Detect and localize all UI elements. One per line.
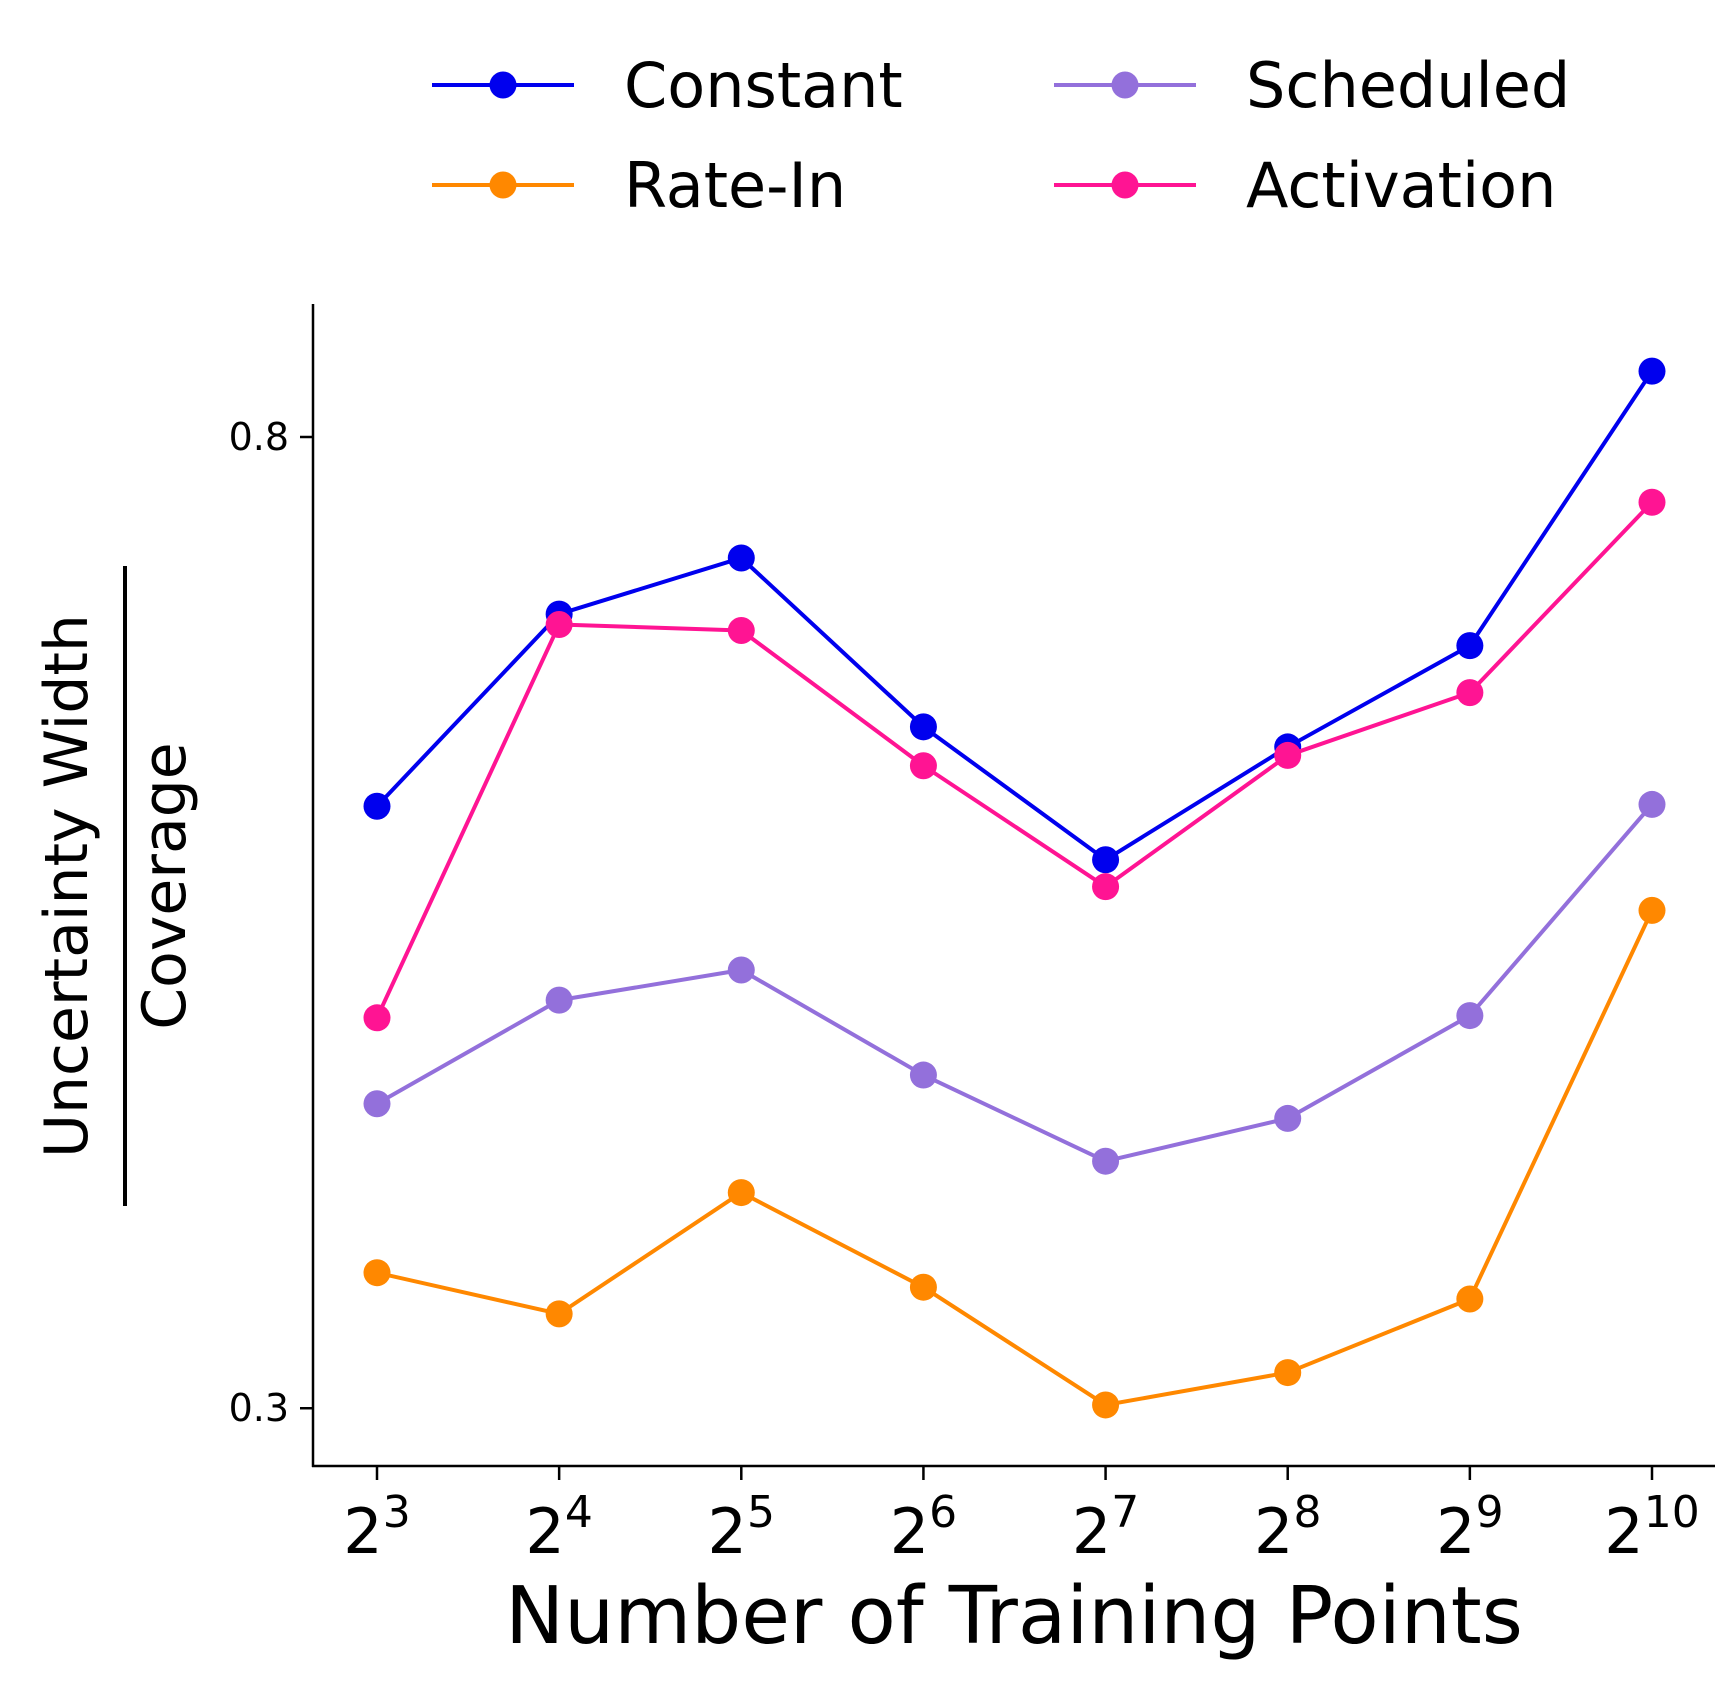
legend-swatch-marker bbox=[1111, 171, 1139, 199]
data-point bbox=[909, 1273, 937, 1301]
x-tick-exponent: 3 bbox=[383, 1487, 411, 1538]
data-point bbox=[1638, 488, 1666, 516]
data-point bbox=[1274, 741, 1302, 769]
x-tick-label: 25 bbox=[708, 1487, 775, 1568]
data-point bbox=[545, 986, 573, 1014]
y-axis-label-numerator: Uncertainty Width bbox=[32, 614, 102, 1158]
data-point bbox=[909, 752, 937, 780]
y-tick-label: 0.8 bbox=[229, 415, 289, 459]
legend-label: Constant bbox=[624, 49, 903, 122]
legend-item-rate-in: Rate-In bbox=[432, 149, 846, 222]
x-tick-base: 2 bbox=[890, 1495, 929, 1568]
data-point bbox=[545, 610, 573, 638]
x-tick-exponent: 6 bbox=[929, 1487, 957, 1538]
legend-swatch-marker bbox=[489, 71, 517, 99]
x-tick-base: 2 bbox=[1604, 1495, 1643, 1568]
x-tick-label: 210 bbox=[1604, 1487, 1699, 1568]
x-tick-exponent: 10 bbox=[1644, 1487, 1700, 1538]
data-point bbox=[1638, 357, 1666, 385]
x-tick-base: 2 bbox=[708, 1495, 747, 1568]
x-tick-exponent: 4 bbox=[565, 1487, 593, 1538]
data-point bbox=[727, 1179, 755, 1207]
series-line bbox=[375, 500, 1654, 1019]
series-line bbox=[376, 803, 1654, 1164]
series-rate-in bbox=[363, 896, 1666, 1419]
data-point bbox=[727, 544, 755, 572]
data-point bbox=[909, 713, 937, 741]
x-tick-base: 2 bbox=[1436, 1495, 1475, 1568]
data-point bbox=[1092, 846, 1120, 874]
x-tick-label: 28 bbox=[1254, 1487, 1321, 1568]
x-tick-exponent: 7 bbox=[1111, 1487, 1139, 1538]
data-point bbox=[1092, 1391, 1120, 1419]
data-point bbox=[1638, 896, 1666, 924]
data-point bbox=[1456, 679, 1484, 707]
series-constant bbox=[363, 357, 1666, 874]
x-tick-label: 26 bbox=[890, 1487, 957, 1568]
x-tick-label: 27 bbox=[1072, 1487, 1139, 1568]
x-tick-base: 2 bbox=[1072, 1495, 1111, 1568]
data-point bbox=[1092, 873, 1120, 901]
legend-label: Scheduled bbox=[1246, 49, 1570, 122]
legend-swatch-marker bbox=[489, 171, 517, 199]
x-tick-base: 2 bbox=[1254, 1495, 1293, 1568]
series-layer bbox=[363, 357, 1666, 1419]
x-tick-base: 2 bbox=[343, 1495, 382, 1568]
data-point bbox=[1638, 790, 1666, 818]
data-point bbox=[1456, 1002, 1484, 1030]
data-point bbox=[1274, 1359, 1302, 1387]
series-scheduled bbox=[363, 790, 1666, 1175]
x-tick-exponent: 8 bbox=[1293, 1487, 1321, 1538]
data-point bbox=[363, 1090, 391, 1118]
data-point bbox=[1274, 1104, 1302, 1132]
y-tick-label: 0.3 bbox=[229, 1386, 289, 1430]
x-tick-exponent: 5 bbox=[747, 1487, 775, 1538]
series-line bbox=[375, 370, 1654, 862]
data-point bbox=[909, 1061, 937, 1089]
data-point bbox=[727, 616, 755, 644]
x-tick-label: 29 bbox=[1436, 1487, 1503, 1568]
y-axis-label-denominator: Coverage bbox=[130, 742, 200, 1029]
data-point bbox=[1456, 1285, 1484, 1313]
data-point bbox=[727, 956, 755, 984]
legend: Constant Rate-In Scheduled Activation bbox=[432, 49, 1570, 222]
series-activation bbox=[363, 488, 1666, 1032]
x-ticks: 23 24 25 26 27 28 29 210 bbox=[343, 1467, 1700, 1568]
y-axis-label: Uncertainty Width Coverage bbox=[32, 566, 200, 1206]
data-point bbox=[363, 1004, 391, 1032]
data-point bbox=[545, 1300, 573, 1328]
x-tick-label: 24 bbox=[525, 1487, 592, 1568]
legend-item-activation: Activation bbox=[1054, 149, 1556, 222]
data-point bbox=[1092, 1147, 1120, 1175]
x-tick-exponent: 9 bbox=[1476, 1487, 1504, 1538]
x-tick-label: 23 bbox=[343, 1487, 410, 1568]
legend-label: Rate-In bbox=[624, 149, 846, 222]
legend-item-scheduled: Scheduled bbox=[1054, 49, 1570, 122]
series-line bbox=[376, 909, 1654, 1407]
x-axis-label: Number of Training Points bbox=[505, 1570, 1523, 1662]
data-point bbox=[363, 1259, 391, 1287]
x-tick-base: 2 bbox=[525, 1495, 564, 1568]
legend-label: Activation bbox=[1246, 149, 1556, 222]
legend-swatch-marker bbox=[1111, 71, 1139, 99]
data-point bbox=[1456, 632, 1484, 660]
y-ticks: 0.3 0.8 bbox=[229, 415, 313, 1430]
legend-item-constant: Constant bbox=[432, 49, 903, 122]
data-point bbox=[363, 792, 391, 820]
